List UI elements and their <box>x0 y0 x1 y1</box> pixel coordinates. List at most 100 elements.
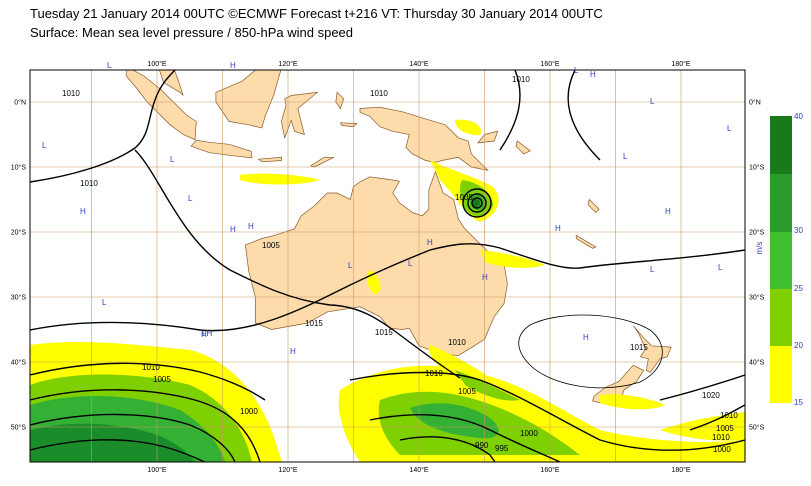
pressure-centre: L <box>107 61 112 70</box>
lon-label: 180°E <box>671 466 690 474</box>
isobar-label: 1015 <box>305 319 323 328</box>
lat-label: 50°S <box>11 424 27 432</box>
lon-label: 140°E <box>409 60 428 68</box>
lon-label: 160°E <box>540 60 559 68</box>
landmass <box>281 91 319 140</box>
isobar-label: 1010 <box>370 89 388 98</box>
isobar-label: 1000 <box>520 429 538 438</box>
landmass <box>587 198 600 213</box>
isobar-label: 1015 <box>630 343 648 352</box>
axis-labels: 100°E 100°E 120°E 120°E 140°E 140°E 160°E 160°E… <box>11 60 765 474</box>
lon-label: 120°E <box>278 60 297 68</box>
isobar-label: 1005 <box>458 387 476 396</box>
landmass <box>301 44 331 64</box>
landmass <box>335 91 345 110</box>
colorbar-label: 25 <box>794 284 803 293</box>
colorbar-band <box>770 174 792 232</box>
isobar-label: 1010 <box>142 363 160 372</box>
lat-label: 10°S <box>11 164 27 172</box>
isobars <box>30 70 745 462</box>
lon-label: 160°E <box>540 466 559 474</box>
lon-label: 100°E <box>147 466 166 474</box>
pressure-centre: L <box>102 298 107 307</box>
land <box>125 44 672 406</box>
pressure-centre: L <box>727 124 732 133</box>
pressure-centre: L <box>650 265 655 274</box>
pressure-centre: LH <box>202 329 212 338</box>
landmass <box>310 156 335 168</box>
pressure-centre: H <box>482 273 488 282</box>
pressure-centre: H <box>230 225 236 234</box>
isobar-label: 1010 <box>512 75 530 84</box>
lat-label: 30°S <box>749 294 765 302</box>
title: Tuesday 21 January 2014 00UTC ©ECMWF For… <box>30 6 603 21</box>
landmass <box>477 130 499 144</box>
isobar-label: 1000 <box>240 407 258 416</box>
colorbar-unit: m/s <box>755 242 764 255</box>
map-frame <box>29 69 746 463</box>
pressure-centre: L <box>348 261 353 270</box>
pressure-centre: L <box>623 152 628 161</box>
isobar-label: 1010 <box>80 179 98 188</box>
lat-label: 30°S <box>11 294 27 302</box>
colorbar-band <box>770 289 792 346</box>
pressure-centre: H <box>665 207 671 216</box>
colorbar-band <box>770 232 792 289</box>
pressure-centre: L <box>408 259 413 268</box>
lat-label: 20°S <box>11 229 27 237</box>
lat-label: 40°S <box>749 359 765 367</box>
isobar-label: 995 <box>495 444 509 453</box>
isobar-label: 1020 <box>702 391 720 400</box>
landmass <box>632 325 672 373</box>
pressure-centre: L <box>650 97 655 106</box>
lon-label: 140°E <box>409 466 428 474</box>
isobar-label: 1005 <box>153 375 171 384</box>
pressure-centre: L <box>574 66 579 75</box>
subtitle: Surface: Mean sea level pressure / 850-h… <box>30 25 353 40</box>
pressure-centre: H <box>590 70 596 79</box>
pressure-centre: H <box>555 224 561 233</box>
isobar-label: 1010 <box>425 369 443 378</box>
colorbar-label: 15 <box>794 398 803 407</box>
isobar-labels: 1010 1010 1010 1010 1005 1005 1015 1010 … <box>62 75 738 454</box>
landmass <box>158 70 184 96</box>
isobar-label: 1005 <box>716 424 734 433</box>
colorbar-band <box>770 116 792 174</box>
landmass <box>359 106 489 171</box>
isobar-label: 1000 <box>713 445 731 454</box>
isobar-label: 1005 <box>455 193 473 202</box>
isobar-label: 1015 <box>375 328 393 337</box>
pressure-centre: L <box>170 155 175 164</box>
pressure-centre: H <box>201 330 207 339</box>
lat-label: 0°N <box>749 99 761 107</box>
isobar-label: 990 <box>475 441 489 450</box>
isobar-label: 1005 <box>262 241 280 250</box>
pressure-centre: H <box>290 347 296 356</box>
landmass <box>515 140 531 155</box>
isobar-label: 1010 <box>712 433 730 442</box>
colorbar-band <box>770 346 792 403</box>
colorbar-label: 20 <box>794 341 803 350</box>
wind-shading <box>30 119 745 462</box>
lon-label: 180°E <box>671 60 690 68</box>
pressure-centre: L <box>188 194 193 203</box>
colorbar: m/s 40 30 25 20 15 <box>755 112 803 407</box>
lat-label: 0°N <box>14 99 26 107</box>
isobar-label: 1010 <box>448 338 466 347</box>
landmass <box>125 70 197 141</box>
pressure-centre: H <box>427 238 433 247</box>
landmass <box>575 234 597 249</box>
pressure-centre: H <box>248 222 254 231</box>
lon-label: 100°E <box>147 60 166 68</box>
pressure-centre: H <box>583 333 589 342</box>
isobar-label: 1010 <box>62 89 80 98</box>
lat-label: 10°S <box>749 164 765 172</box>
graticule <box>30 70 745 462</box>
landmass <box>190 139 253 159</box>
lon-label: 120°E <box>278 466 297 474</box>
pressure-centre: L <box>718 263 723 272</box>
landmass <box>257 156 282 163</box>
pressure-centre: H <box>230 61 236 70</box>
lat-label: 40°S <box>11 359 27 367</box>
